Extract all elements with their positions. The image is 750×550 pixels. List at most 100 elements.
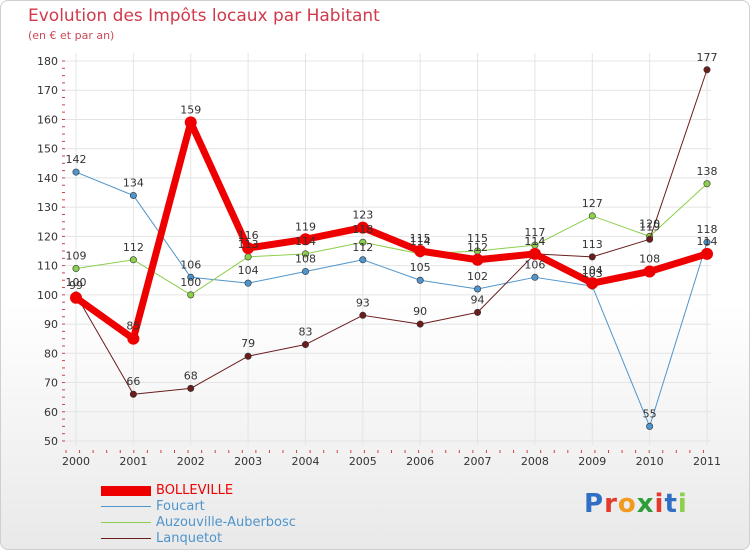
y-tick-label: 130 [37, 201, 58, 214]
y-tick-label: 140 [37, 172, 58, 185]
data-label-lanquetot: 100 [66, 276, 87, 289]
data-point-foucart [416, 276, 424, 284]
data-point-foucart [72, 168, 80, 176]
data-point-auzouville-auberbosc [703, 180, 711, 188]
data-point-foucart [703, 238, 711, 246]
data-label-bolleville: 85 [126, 320, 140, 333]
logo-letter: t [664, 489, 678, 519]
data-point-bolleville [127, 332, 140, 345]
data-label-foucart: 142 [66, 153, 87, 166]
data-label-lanquetot: 83 [298, 326, 312, 339]
data-label-bolleville: 104 [582, 264, 603, 277]
grid-layer [65, 53, 711, 445]
data-label-lanquetot: 90 [413, 305, 427, 318]
x-tick-label: 2005 [349, 455, 377, 468]
x-tick-label: 2011 [693, 455, 721, 468]
data-point-lanquetot [301, 341, 309, 349]
data-point-foucart [646, 422, 654, 430]
legend-label-foucart: Foucart [156, 499, 205, 514]
logo-letter: P [584, 489, 605, 519]
data-point-foucart [187, 273, 195, 281]
data-point-foucart [531, 273, 539, 281]
data-label-auzouville-auberbosc: 113 [238, 238, 259, 251]
data-point-auzouville-auberbosc [187, 291, 195, 299]
x-tick-label: 2003 [234, 455, 262, 468]
data-label-foucart: 112 [352, 241, 373, 254]
x-tick-label: 2008 [521, 455, 549, 468]
data-point-lanquetot [588, 253, 596, 261]
data-point-auzouville-auberbosc [72, 265, 80, 273]
data-label-bolleville: 115 [410, 232, 431, 245]
y-tick-label: 50 [44, 435, 58, 448]
data-label-foucart: 103 [582, 267, 603, 280]
data-label-foucart: 104 [238, 264, 259, 277]
logo-letter: i [654, 489, 665, 519]
data-point-bolleville [299, 233, 312, 246]
logo-letter: i [677, 489, 688, 519]
data-label-auzouville-auberbosc: 118 [352, 223, 373, 236]
data-point-bolleville [242, 242, 255, 255]
data-label-auzouville-auberbosc: 114 [410, 235, 431, 248]
legend-label-auzouville-auberbosc: Auzouville-Auberbosc [156, 515, 296, 530]
data-point-bolleville [70, 291, 82, 304]
data-point-lanquetot [416, 320, 424, 328]
data-label-auzouville-auberbosc: 138 [697, 165, 718, 178]
data-point-foucart [244, 279, 252, 287]
data-label-lanquetot: 113 [582, 238, 603, 251]
data-label-foucart: 108 [295, 252, 316, 265]
data-label-bolleville: 159 [180, 103, 201, 116]
data-point-foucart [301, 267, 309, 275]
data-label-foucart: 134 [123, 176, 144, 189]
y-tick-label: 80 [44, 347, 58, 360]
x-tick-label: 2004 [291, 455, 319, 468]
data-label-bolleville: 112 [467, 241, 488, 254]
y-tick-label: 70 [44, 377, 58, 390]
y-tick-label: 110 [37, 260, 58, 273]
data-point-auzouville-auberbosc [301, 250, 309, 258]
y-tick-label: 100 [37, 289, 58, 302]
data-label-auzouville-auberbosc: 109 [66, 250, 87, 263]
series-line-lanquetot [75, 69, 708, 395]
data-point-bolleville [586, 277, 599, 290]
data-label-lanquetot: 114 [524, 235, 545, 248]
chart-subtitle: (en € et par an) [28, 29, 115, 42]
data-point-lanquetot [646, 235, 654, 243]
data-point-bolleville [184, 116, 197, 129]
data-point-bolleville [471, 253, 484, 266]
data-point-foucart [474, 285, 482, 293]
y-tick-label: 170 [37, 84, 58, 97]
x-tick-label: 2001 [119, 455, 147, 468]
data-label-lanquetot: 94 [471, 293, 485, 306]
data-label-bolleville: 108 [639, 252, 660, 265]
legend-swatch-auzouville-auberbosc [101, 522, 151, 523]
data-point-auzouville-auberbosc [244, 253, 252, 261]
data-label-bolleville: 116 [238, 229, 259, 242]
data-point-lanquetot [703, 66, 711, 74]
x-tick-label: 2002 [177, 455, 205, 468]
data-label-auzouville-auberbosc: 114 [295, 235, 316, 248]
data-label-layer: 142 134 106 104 108 112 105 102 106 103 55 118 109 11… [66, 51, 718, 421]
data-label-lanquetot: 66 [126, 375, 140, 388]
data-label-auzouville-auberbosc: 100 [180, 276, 201, 289]
y-tick-label: 90 [44, 318, 58, 331]
data-point-lanquetot [359, 311, 367, 319]
logo-letter: x [636, 489, 655, 519]
x-tick-label: 2009 [578, 455, 606, 468]
legend-label-lanquetot: Lanquetot [156, 531, 223, 546]
data-point-lanquetot [129, 390, 137, 398]
data-point-bolleville [414, 245, 427, 257]
axis-layer: 50 60 70 80 90 100 110 120 130 140 150 160 170 180 200… [37, 55, 721, 468]
data-label-auzouville-auberbosc: 115 [467, 232, 488, 245]
data-point-auzouville-auberbosc [588, 212, 596, 220]
data-point-foucart [129, 191, 137, 199]
data-point-bolleville [528, 247, 541, 260]
data-point-bolleville [356, 221, 369, 234]
x-tick-label: 2006 [406, 455, 434, 468]
data-label-lanquetot: 79 [241, 337, 255, 350]
data-point-bolleville [701, 247, 713, 260]
series-layer [70, 66, 713, 430]
y-tick-label: 150 [37, 143, 58, 156]
y-tick-label: 120 [37, 230, 58, 243]
